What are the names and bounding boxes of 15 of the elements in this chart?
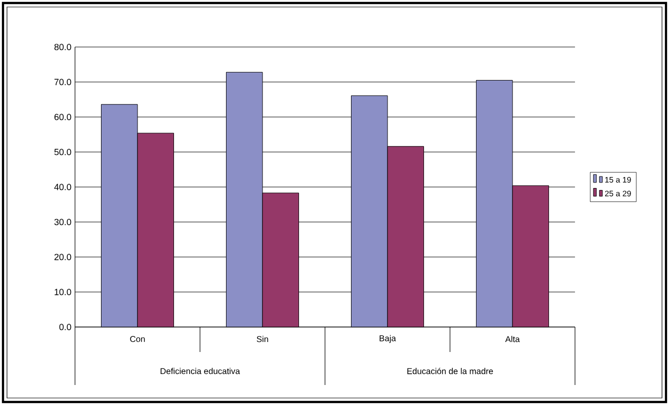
y-tick-label: 0.0 — [59, 324, 72, 330]
x-tick-label: Con — [130, 336, 145, 342]
text: Educación de la madre — [407, 368, 493, 374]
text: Deficiencia educativa — [160, 368, 240, 374]
y-tick-label: 30.0 — [54, 218, 72, 226]
y-tick-label: 70.0 — [54, 78, 72, 86]
x-tick-label: Alta — [505, 336, 520, 342]
x-tick-label: Baja — [380, 335, 396, 343]
x-tick-label: Sin — [256, 336, 268, 342]
y-tick-label: 10.0 — [54, 288, 72, 296]
y-tick-label: 20.0 — [54, 254, 72, 260]
y-tick-label: 50.0 — [54, 148, 72, 156]
y-tick-label: 40.0 — [54, 184, 72, 190]
y-tick-label: 80.0 — [54, 44, 72, 50]
y-tick-label: 60.0 — [54, 114, 72, 120]
